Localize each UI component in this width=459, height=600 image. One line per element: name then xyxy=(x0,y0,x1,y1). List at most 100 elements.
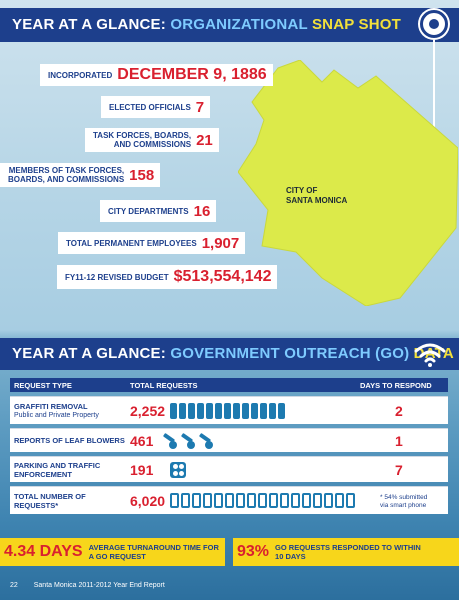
stat-value: 21 xyxy=(196,131,213,149)
highlight-response-rate: 93% GO REQUESTS RESPONDED TO WITHIN 10 D… xyxy=(233,538,459,566)
header-title-middle: GOVERNMENT OUTREACH (GO) xyxy=(170,345,410,362)
stat-row-city-departments: CITY DEPARTMENTS 16 xyxy=(100,200,217,222)
column-header-total: TOTAL REQUESTS xyxy=(130,381,198,390)
footer-text: Santa Monica 2011-2012 Year End Report xyxy=(33,582,165,589)
request-type-line1: PARKING AND TRAFFIC xyxy=(14,461,101,470)
request-type: REPORTS OF LEAF BLOWERS xyxy=(14,436,125,445)
trash-bin-icon xyxy=(179,403,186,419)
trash-bin-icon xyxy=(278,403,285,419)
highlight-caption-line2: 10 DAYS xyxy=(275,552,306,561)
stat-label: TASK FORCES, BOARDS, AND COMMISSIONS xyxy=(85,131,196,149)
trash-bin-icon xyxy=(170,403,177,419)
section-header-go-data: YEAR AT A GLANCE: GOVERNMENT OUTREACH (G… xyxy=(0,338,459,370)
request-total: 2,252 xyxy=(130,403,166,419)
page-footer: 22 Santa Monica 2011-2012 Year End Repor… xyxy=(10,582,165,589)
smart-phone-icon xyxy=(258,493,267,508)
trash-bin-icon xyxy=(197,403,204,419)
trash-bin-icon xyxy=(233,403,240,419)
trash-bin-icon xyxy=(242,403,249,419)
column-header-type: REQUEST TYPE xyxy=(14,381,72,390)
stat-label: FY11-12 REVISED BUDGET xyxy=(65,272,169,282)
smart-phone-icon xyxy=(192,493,201,508)
request-type: GRAFFITI REMOVAL Public and Private Prop… xyxy=(14,402,99,420)
note-line1: * 54% submitted xyxy=(380,494,428,501)
leaf-blower-icon-row xyxy=(162,433,214,449)
header-title-middle: ORGANIZATIONAL xyxy=(170,16,308,33)
stat-value: DECEMBER 9, 1886 xyxy=(117,66,267,83)
smart-phone-icon xyxy=(302,493,311,508)
stat-label: ELECTED OFFICIALS xyxy=(109,102,191,112)
table-header: REQUEST TYPE TOTAL REQUESTS DAYS TO RESP… xyxy=(10,378,448,392)
trash-bin-icon xyxy=(188,403,195,419)
highlight-caption: GO REQUESTS RESPONDED TO WITHIN 10 DAYS xyxy=(275,543,421,561)
stat-row-revised-budget: FY11-12 REVISED BUDGET $513,554,142 xyxy=(57,265,278,289)
stat-label: TOTAL PERMANENT EMPLOYEES xyxy=(66,238,197,248)
section-header-snapshot: YEAR AT A GLANCE: ORGANIZATIONAL SNAP SH… xyxy=(0,8,459,42)
note-line2: via smart phone xyxy=(380,502,427,509)
stat-label: CITY DEPARTMENTS xyxy=(108,206,189,216)
santa-monica-map xyxy=(238,60,458,306)
days-to-respond: 7 xyxy=(395,462,403,478)
highlight-turnaround: 4.34 DAYS AVERAGE TURNAROUND TIME FOR A … xyxy=(0,538,225,566)
stat-value: 1,907 xyxy=(201,234,240,252)
trash-bin-icon-row xyxy=(170,403,285,419)
smart-phone-icon xyxy=(280,493,289,508)
trash-bin-icon xyxy=(251,403,258,419)
smart-phone-icon xyxy=(214,493,223,508)
smart-phone-icon xyxy=(291,493,300,508)
stat-label-line2: AND COMMISSIONS xyxy=(113,140,192,149)
city-label-line1: CITY OF xyxy=(286,186,318,195)
stat-label-line1: MEMBERS OF TASK FORCES, xyxy=(8,166,125,175)
parking-sign-icon xyxy=(170,462,186,478)
smart-phone-icon xyxy=(203,493,212,508)
highlight-caption-line2: A GO REQUEST xyxy=(88,552,146,561)
highlight-caption-line1: GO REQUESTS RESPONDED TO WITHIN xyxy=(275,543,421,552)
trash-bin-icon xyxy=(260,403,267,419)
target-icon xyxy=(420,10,448,38)
map-connector-line xyxy=(433,40,435,176)
smart-phone-icon xyxy=(324,493,333,508)
leaf-blower-icon xyxy=(162,433,178,449)
request-type: PARKING AND TRAFFIC ENFORCEMENT xyxy=(14,461,100,479)
stat-value: 158 xyxy=(129,166,155,184)
smart-phone-icon xyxy=(247,493,256,508)
parking-sign-icon-row xyxy=(170,462,186,478)
smart-phone-icon xyxy=(170,493,179,508)
stat-label: MEMBERS OF TASK FORCES, BOARDS, AND COMM… xyxy=(0,166,129,184)
smart-phone-icon xyxy=(335,493,344,508)
city-boundary-shape xyxy=(238,60,458,306)
trash-bin-icon xyxy=(224,403,231,419)
trash-bin-icon xyxy=(269,403,276,419)
header-title-prefix: YEAR AT A GLANCE: xyxy=(12,345,166,362)
smart-phone-icon xyxy=(313,493,322,508)
header-title-prefix: YEAR AT A GLANCE: xyxy=(12,16,166,33)
stat-row-members: MEMBERS OF TASK FORCES, BOARDS, AND COMM… xyxy=(0,163,161,187)
table-row: TOTAL NUMBER OF REQUESTS* 6,020 * 54% su… xyxy=(10,486,448,514)
smart-phone-icon xyxy=(269,493,278,508)
stat-value: 16 xyxy=(193,202,211,220)
request-type-sublabel: Public and Private Property xyxy=(14,412,99,419)
smart-phone-icon xyxy=(236,493,245,508)
stat-label: INCORPORATED xyxy=(48,70,113,80)
stat-row-elected-officials: ELECTED OFFICIALS 7 xyxy=(101,96,211,118)
request-type-line2: ENFORCEMENT xyxy=(14,470,72,479)
city-label: CITY OF SANTA MONICA xyxy=(286,186,366,206)
page-number: 22 xyxy=(10,582,18,589)
city-label-line2: SANTA MONICA xyxy=(286,196,348,205)
wifi-icon xyxy=(414,343,446,367)
column-header-days: DAYS TO RESPOND xyxy=(360,381,432,390)
trash-bin-icon xyxy=(206,403,213,419)
leaf-blower-icon xyxy=(198,433,214,449)
days-to-respond: 1 xyxy=(395,433,403,449)
days-to-respond: 2 xyxy=(395,403,403,419)
request-type-label: GRAFFITI REMOVAL xyxy=(14,402,88,411)
stat-row-task-forces: TASK FORCES, BOARDS, AND COMMISSIONS 21 xyxy=(85,128,219,152)
table-row: GRAFFITI REMOVAL Public and Private Prop… xyxy=(10,396,448,424)
request-total: 461 xyxy=(130,433,154,449)
leaf-blower-icon xyxy=(180,433,196,449)
highlight-value: 4.34 DAYS xyxy=(4,543,83,560)
stat-label-line1: TASK FORCES, BOARDS, xyxy=(93,131,192,140)
request-total: 6,020 xyxy=(130,493,166,509)
highlight-value: 93% xyxy=(237,543,270,560)
stat-row-incorporated: INCORPORATED DECEMBER 9, 1886 xyxy=(40,64,273,86)
